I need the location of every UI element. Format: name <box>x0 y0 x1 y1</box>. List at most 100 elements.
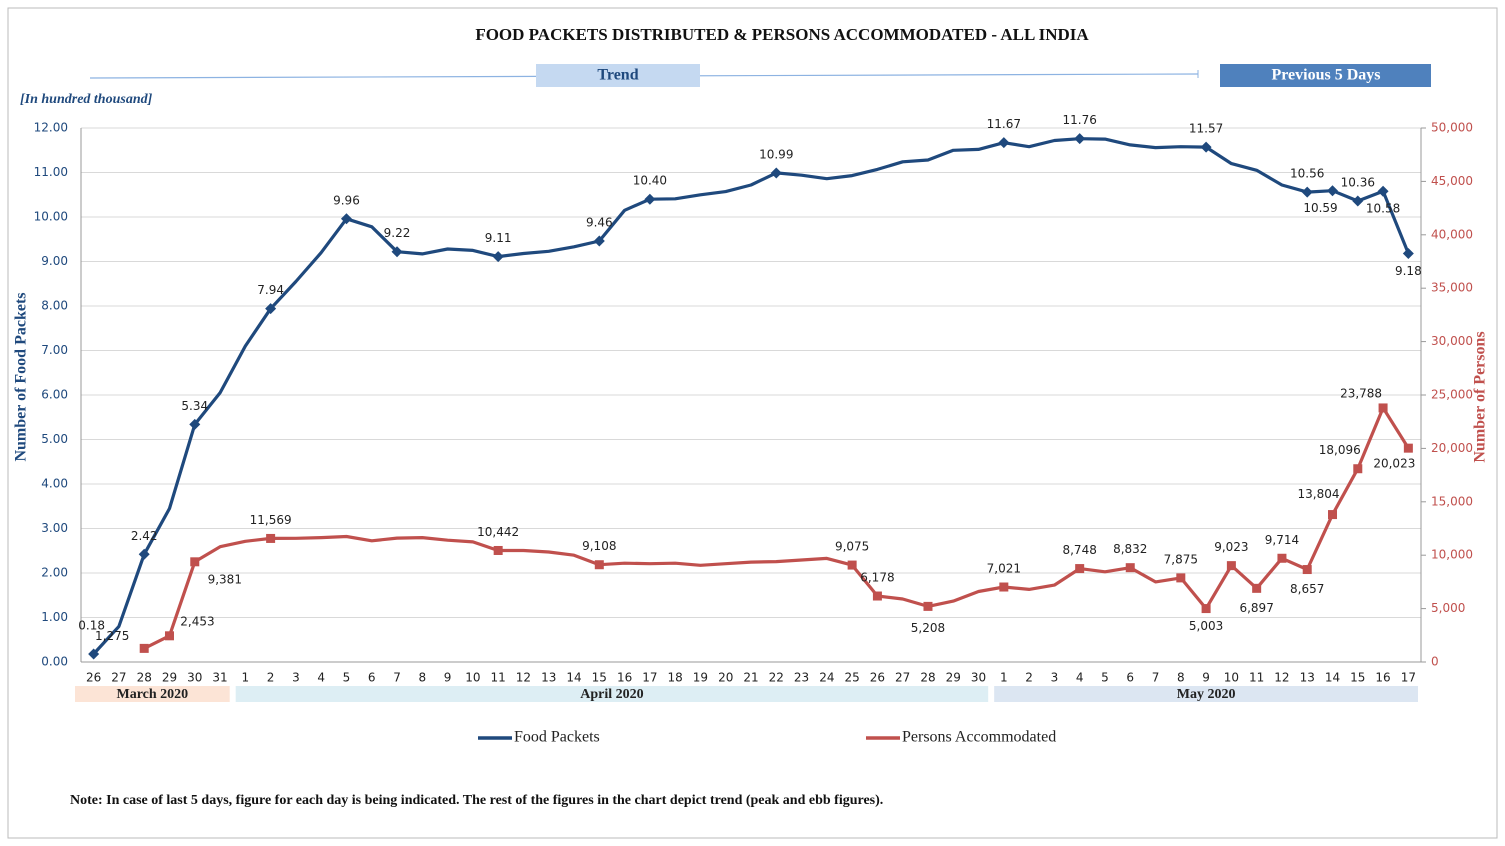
data-label: 10.99 <box>759 147 793 161</box>
frame <box>7 7 1498 839</box>
x-tick-label: 25 <box>844 671 859 685</box>
marker <box>88 648 100 660</box>
x-tick-label: 12 <box>1274 671 1289 685</box>
data-label: 9,108 <box>582 539 616 553</box>
x-tick-label: 17 <box>642 671 657 685</box>
data-label: 10.40 <box>633 174 667 188</box>
marker <box>265 303 277 315</box>
y2-tick-label: 25,000 <box>1431 388 1473 402</box>
data-label: 11.76 <box>1062 113 1096 127</box>
x-tick-label: 3 <box>292 671 300 685</box>
x-tick-label: 26 <box>870 671 885 685</box>
data-label: 11.67 <box>987 117 1021 131</box>
marker <box>493 545 503 555</box>
x-tick-label: 16 <box>1375 671 1390 685</box>
marker <box>190 557 200 567</box>
marker <box>266 533 276 543</box>
x-tick-label: 10 <box>465 671 480 685</box>
data-label: 13,804 <box>1298 487 1340 501</box>
marker <box>999 582 1009 592</box>
data-label: 9,023 <box>1214 540 1248 554</box>
data-label: 10.59 <box>1303 201 1337 215</box>
x-tick-label: 4 <box>1076 671 1084 685</box>
x-tick-label: 1 <box>242 671 250 685</box>
x-tick-label: 30 <box>971 671 986 685</box>
x-tick-label: 21 <box>743 671 758 685</box>
note: Note: In case of last 5 days, figure for… <box>70 793 883 808</box>
marker <box>391 246 403 258</box>
data-label: 18,096 <box>1319 443 1361 457</box>
marker <box>340 213 352 225</box>
series-line <box>143 406 1410 650</box>
data-label: 6,178 <box>860 571 894 585</box>
data-label: 7,021 <box>987 562 1021 576</box>
marker <box>1302 565 1312 575</box>
marker <box>594 560 604 570</box>
marker <box>1226 561 1236 571</box>
y-tick-label: 12.00 <box>34 121 68 135</box>
marker <box>139 643 149 653</box>
x-tick-label: 5 <box>1101 671 1109 685</box>
x-tick-label: 22 <box>769 671 784 685</box>
x-tick-label: 11 <box>1249 671 1264 685</box>
marker <box>923 601 933 611</box>
y-axis-title: Number of Food Packets <box>13 292 30 461</box>
x-tick-label: 6 <box>368 671 376 685</box>
data-label: 20,023 <box>1373 457 1415 471</box>
marker <box>1301 186 1313 198</box>
recent-label: Previous 5 Days <box>1271 67 1380 84</box>
x-tick-label: 28 <box>137 671 152 685</box>
y-tick-label: 3.00 <box>41 521 68 535</box>
x-tick-label: 2 <box>267 671 275 685</box>
data-label: 5,208 <box>911 621 945 635</box>
y-tick-label: 0.00 <box>41 655 68 669</box>
data-label: 8,832 <box>1113 542 1147 556</box>
y-tick-label: 1.00 <box>41 610 68 624</box>
marker <box>1352 195 1364 207</box>
x-tick-label: 30 <box>187 671 202 685</box>
x-tick-label: 15 <box>1350 671 1365 685</box>
data-label: 9.11 <box>485 231 512 245</box>
y-tick-label: 2.00 <box>41 566 68 580</box>
x-tick-label: 26 <box>86 671 101 685</box>
data-label: 10.58 <box>1366 202 1400 216</box>
data-label: 9,381 <box>208 572 242 586</box>
marker <box>1378 403 1388 413</box>
marker <box>1327 185 1339 197</box>
x-tick-label: 5 <box>343 671 351 685</box>
data-label: 8,657 <box>1290 582 1324 596</box>
month-label: April 2020 <box>580 687 643 702</box>
data-label: 2,453 <box>180 614 214 628</box>
data-label: 10.36 <box>1341 175 1375 189</box>
x-tick-label: 8 <box>419 671 427 685</box>
y-tick-label: 7.00 <box>41 343 68 357</box>
x-tick-label: 19 <box>693 671 708 685</box>
x-tick-label: 12 <box>516 671 531 685</box>
marker <box>1252 583 1262 593</box>
y2-tick-label: 45,000 <box>1431 174 1473 188</box>
x-tick-label: 4 <box>317 671 325 685</box>
x-tick-label: 23 <box>794 671 809 685</box>
data-label: 9.46 <box>586 216 613 230</box>
marker <box>1377 185 1389 197</box>
chart-title: FOOD PACKETS DISTRIBUTED & PERSONS ACCOM… <box>475 25 1089 44</box>
y2-tick-label: 30,000 <box>1431 334 1473 348</box>
recent-box <box>1220 64 1431 87</box>
x-tick-label: 7 <box>1152 671 1160 685</box>
marker <box>998 137 1010 149</box>
x-tick-label: 18 <box>668 671 683 685</box>
data-label: 10.56 <box>1290 167 1324 181</box>
marker <box>1200 141 1212 153</box>
x-tick-label: 2 <box>1025 671 1033 685</box>
y2-axis-title: Number of Persons <box>1472 331 1489 462</box>
x-tick-label: 6 <box>1126 671 1134 685</box>
data-label: 5,003 <box>1189 619 1223 633</box>
month-label: March 2020 <box>117 687 189 702</box>
month-band <box>994 686 1418 702</box>
marker <box>189 418 201 430</box>
x-tick-label: 16 <box>617 671 632 685</box>
trend-label: Trend <box>597 67 638 84</box>
trend-box <box>536 64 700 87</box>
data-label: 5.34 <box>181 399 208 413</box>
marker <box>138 548 150 560</box>
